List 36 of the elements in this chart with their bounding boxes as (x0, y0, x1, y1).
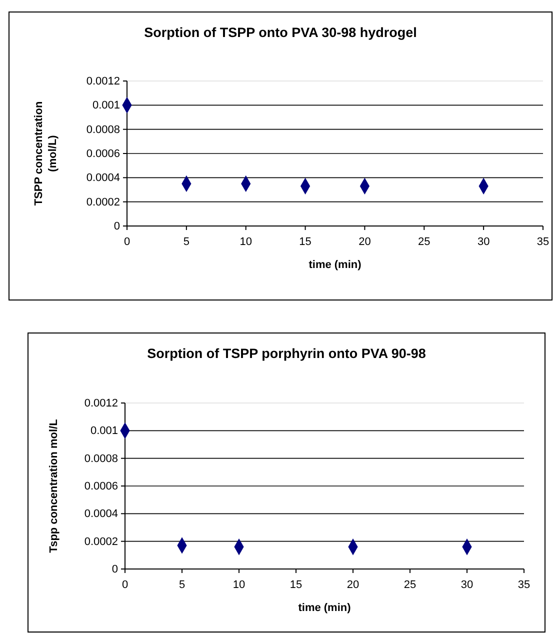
y-tick-label: 0.0012 (86, 76, 120, 88)
chart-title: Sorption of TSPP onto PVA 30-98 hydrogel (144, 25, 417, 40)
x-tick-label: 15 (299, 236, 312, 248)
x-tick-label: 10 (232, 579, 246, 592)
y-axis-title: Tspp concentration mol/L (48, 418, 60, 553)
x-tick-label: 0 (122, 579, 128, 592)
x-tick-label: 5 (178, 579, 186, 592)
x-tick-label: 20 (346, 579, 360, 592)
y-tick-label: 0.001 (92, 100, 120, 112)
x-tick-label: 25 (404, 579, 416, 592)
x-tick-label: 20 (358, 236, 371, 248)
x-tick-label: 0 (124, 236, 130, 248)
y-tick-label: 0 (112, 564, 118, 576)
x-tick-label: 35 (536, 236, 550, 248)
x-tick-label: 25 (418, 236, 430, 248)
y-tick-label: 0 (114, 220, 120, 233)
y-tick-label: 0.0006 (84, 480, 118, 493)
x-tick-label: 15 (290, 579, 302, 592)
chart-title: Sorption of TSPP porphyrin onto PVA 90-98 (147, 346, 426, 361)
y-tick-label: 0.001 (90, 425, 118, 438)
y-tick-label: 0.0002 (86, 196, 120, 208)
x-tick-label: 30 (477, 236, 490, 248)
y-tick-label: 0.0008 (86, 124, 120, 136)
y-tick-label: 0.0006 (86, 148, 120, 160)
y-tick-label: 0.0008 (84, 452, 118, 465)
y-tick-label: 0.0012 (84, 398, 118, 410)
x-tick-label: 35 (518, 579, 530, 592)
x-tick-label: 10 (240, 236, 252, 248)
x-tick-label: 5 (183, 236, 190, 248)
x-axis-title: time (min) (298, 602, 352, 614)
y-axis-title: TSPP concentration (mol/L) (33, 101, 59, 206)
y-tick-label: 0.0002 (84, 536, 118, 548)
y-tick-label: 0.0004 (86, 172, 120, 184)
x-axis-title: time (min) (308, 259, 362, 271)
x-tick-label: 30 (460, 579, 474, 592)
y-tick-label: 0.0004 (84, 508, 118, 520)
